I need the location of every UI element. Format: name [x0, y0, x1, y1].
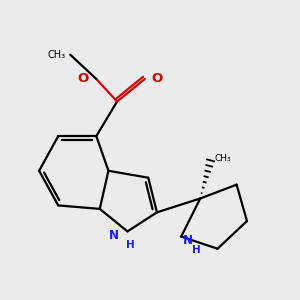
- Text: H: H: [192, 245, 201, 255]
- Text: N: N: [183, 234, 193, 247]
- Text: CH₃: CH₃: [215, 154, 231, 163]
- Text: CH₃: CH₃: [47, 50, 65, 60]
- Text: N: N: [109, 229, 119, 242]
- Text: H: H: [126, 240, 134, 250]
- Text: O: O: [77, 73, 89, 85]
- Text: O: O: [151, 73, 162, 85]
